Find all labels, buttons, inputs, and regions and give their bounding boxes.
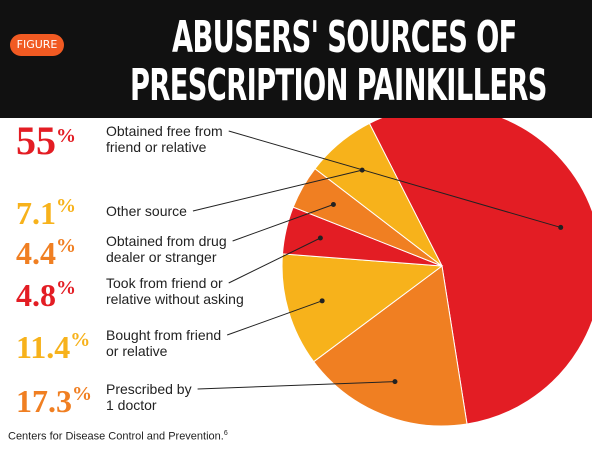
- leader-line-0: [228, 130, 561, 228]
- slice-label-1-line-0: Prescribed by: [106, 381, 192, 397]
- percent-sign: %: [56, 235, 76, 257]
- slice-label-3-line-1: relative without asking: [106, 291, 244, 307]
- leader-dot-0: [558, 224, 564, 230]
- leader-dot-5: [359, 167, 365, 173]
- percent-label-3: 4.8%: [16, 277, 76, 313]
- slice-label-2-line-0: Bought from friend: [106, 327, 221, 343]
- percent-sign: %: [56, 195, 76, 217]
- pie-slice-1: [312, 265, 468, 427]
- slice-label-4-line-1: dealer or stranger: [106, 249, 217, 265]
- title-line-2: PRESCRIPTION PAINKILLERS: [130, 60, 547, 111]
- leader-line-2: [227, 300, 323, 336]
- slice-label-3-line-0: Took from friend or: [106, 275, 223, 291]
- slice-label-0-line-1: friend or relative: [106, 139, 207, 155]
- title-line-1: ABUSERS' SOURCES OF: [172, 12, 517, 63]
- percent-sign: %: [70, 329, 90, 351]
- percent-label-5: 7.1%: [16, 195, 76, 231]
- percent-sign: %: [56, 125, 76, 147]
- leader-line-5: [192, 169, 363, 212]
- leader-dot-3: [317, 235, 323, 241]
- leader-dot-4: [330, 202, 336, 208]
- percent-sign: %: [72, 383, 92, 405]
- leader-line-1: [197, 381, 395, 390]
- source-text: Centers for Disease Control and Preventi…: [8, 430, 224, 443]
- leader-line-4: [232, 204, 334, 242]
- percent-label-1: 17.3%: [16, 383, 92, 419]
- leader-dot-1: [392, 379, 398, 385]
- slice-label-2-line-1: or relative: [106, 343, 168, 359]
- pie-slice-5: [314, 122, 443, 267]
- slice-label-5-line-0: Other source: [106, 203, 187, 219]
- percent-label-2: 11.4%: [16, 329, 90, 365]
- source-ref: 6: [223, 430, 228, 437]
- figure-badge: FIGURE: [10, 34, 64, 56]
- slice-label-1-line-1: 1 doctor: [106, 397, 157, 413]
- percent-label-0: 55%: [16, 118, 76, 163]
- slice-label-4-line-0: Obtained from drug: [106, 233, 227, 249]
- percent-sign: %: [56, 277, 76, 299]
- slice-label-0-line-0: Obtained free from: [106, 123, 223, 139]
- pie-slice-2: [281, 253, 444, 363]
- leader-dot-2: [319, 298, 325, 304]
- percent-label-4: 4.4%: [16, 235, 76, 271]
- leader-line-3: [228, 237, 321, 284]
- header-banner: FIGURE ABUSERS' SOURCES OF PRESCRIPTION …: [0, 0, 592, 118]
- pie-slice-0: [368, 118, 592, 425]
- source-note: Centers for Disease Control and Preventi…: [8, 430, 228, 443]
